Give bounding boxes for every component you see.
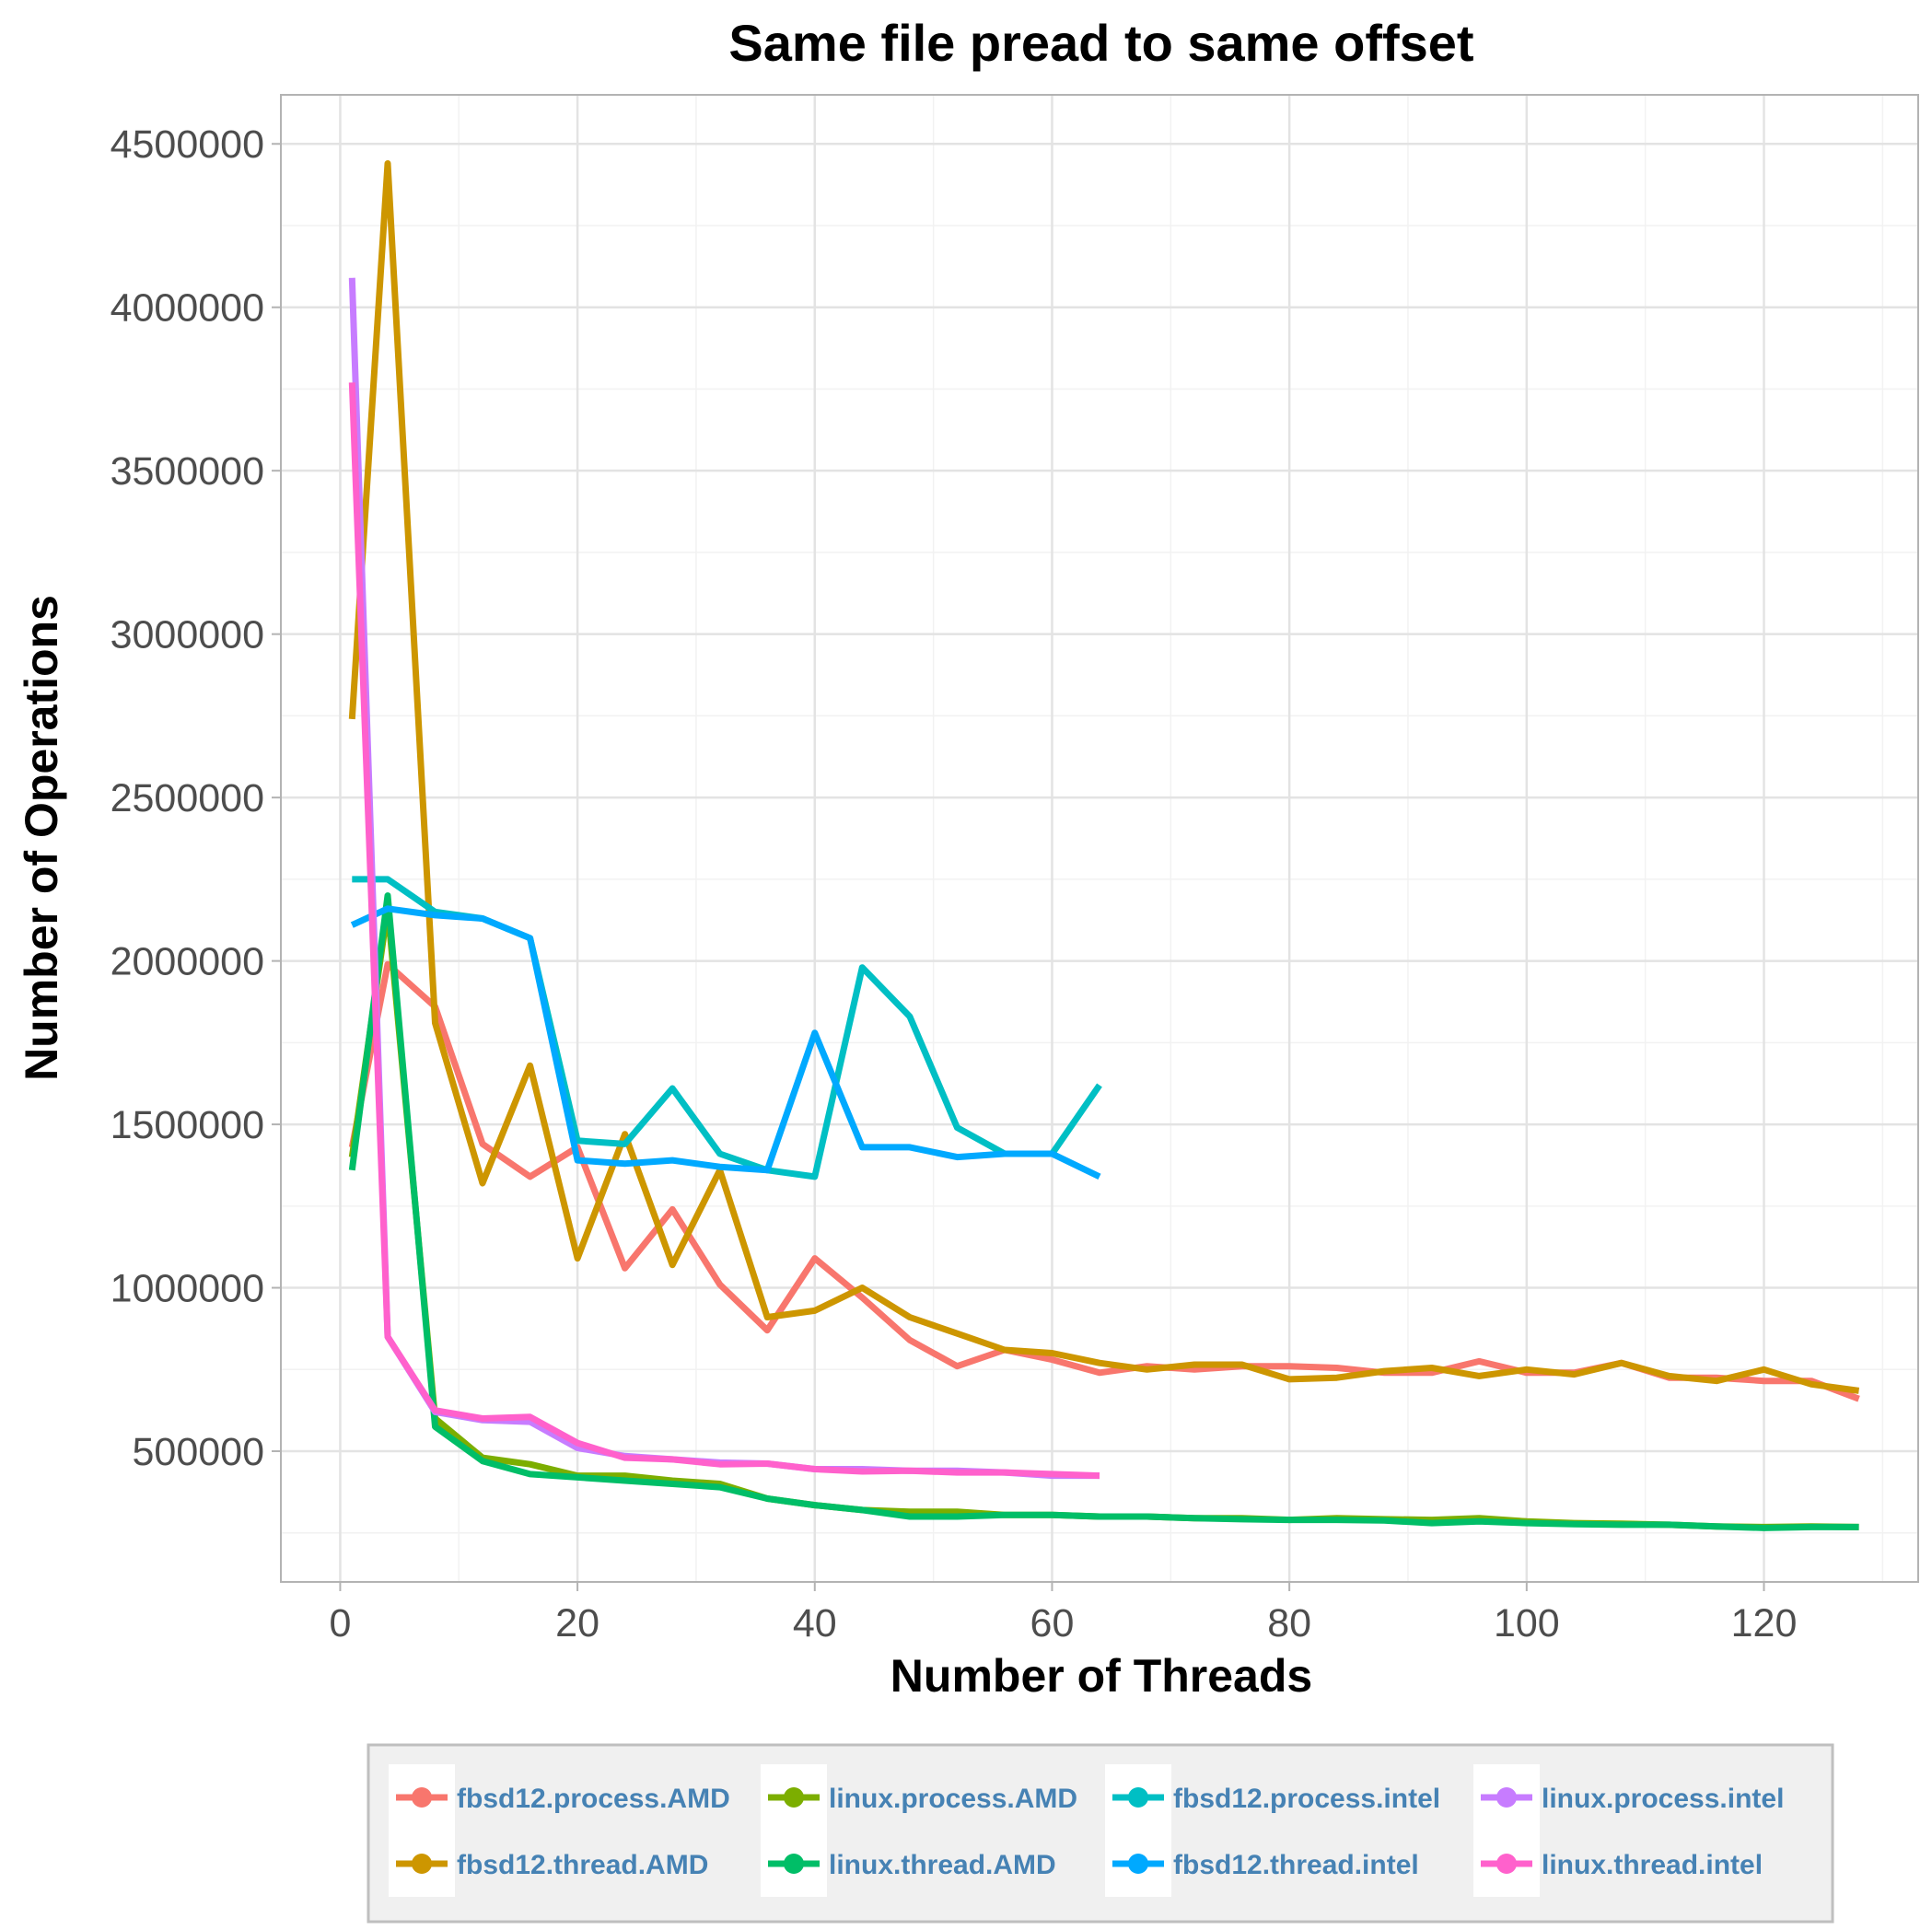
plot-border (280, 94, 1919, 1583)
y-tick-label: 2000000 (111, 940, 264, 984)
gridlines (281, 95, 1918, 1582)
x-tick-label: 20 (555, 1601, 599, 1645)
y-tick-label: 3000000 (111, 613, 264, 657)
legend-key-point (784, 1854, 804, 1874)
y-tick-label: 1000000 (111, 1267, 264, 1311)
legend-key-point (412, 1854, 432, 1874)
legend-label: fbsd12.thread.intel (1173, 1850, 1419, 1880)
legend-label: linux.process.intel (1542, 1784, 1784, 1814)
x-axis: 0 20 40 60 80 100 120 (329, 1582, 1797, 1645)
legend-label: fbsd12.thread.AMD (457, 1850, 708, 1880)
legend-item: linux.process.intel (1473, 1764, 1784, 1831)
legend-key-point (784, 1787, 804, 1808)
legend-box (367, 1743, 1834, 1924)
x-tick-label: 0 (329, 1601, 351, 1645)
legend-item: fbsd12.thread.AMD (389, 1831, 708, 1897)
y-axis-title: Number of Operations (16, 595, 67, 1081)
legend-label: fbsd12.process.intel (1173, 1784, 1440, 1814)
legend-item: fbsd12.process.intel (1105, 1764, 1440, 1831)
y-tick-label: 3500000 (111, 449, 264, 494)
legend-key-point (1496, 1854, 1517, 1874)
legend: fbsd12.process.AMD fbsd12.thread.AMD linux… (389, 1764, 1784, 1897)
series-line (348, 892, 1859, 1531)
x-tick-label: 40 (793, 1601, 837, 1645)
y-tick-label: 4000000 (111, 286, 264, 331)
series-line (348, 382, 1100, 1480)
series-line (350, 905, 1101, 1180)
y-axis: 500000 1000000 1500000 2000000 2500000 300000… (111, 122, 281, 1474)
y-tick-label: 1500000 (111, 1103, 264, 1147)
legend-item: fbsd12.process.AMD (389, 1764, 730, 1831)
series-line (348, 160, 1860, 1394)
y-tick-label: 4500000 (111, 122, 264, 167)
x-tick-label: 100 (1494, 1601, 1560, 1645)
legend-item: linux.thread.intel (1473, 1831, 1763, 1897)
legend-label: linux.thread.AMD (829, 1850, 1056, 1880)
x-tick-label: 60 (1030, 1601, 1075, 1645)
series-lines (348, 160, 1860, 1531)
legend-item: fbsd12.thread.intel (1105, 1831, 1419, 1897)
x-tick-label: 120 (1731, 1601, 1798, 1645)
y-tick-label: 500000 (133, 1430, 265, 1474)
legend-key-point (1496, 1787, 1517, 1808)
legend-label: linux.process.AMD (829, 1784, 1077, 1814)
x-tick-label: 80 (1267, 1601, 1311, 1645)
y-tick-label: 2500000 (111, 776, 264, 820)
legend-key-point (412, 1787, 432, 1808)
legend-item: linux.process.AMD (761, 1764, 1077, 1831)
chart-title: Same file pread to same offset (728, 14, 1473, 72)
plot-panel (281, 95, 1918, 1582)
legend-item: linux.thread.AMD (761, 1831, 1056, 1897)
legend-label: linux.thread.intel (1542, 1850, 1763, 1880)
legend-key-point (1128, 1787, 1148, 1808)
legend-key-point (1128, 1854, 1148, 1874)
x-axis-title: Number of Threads (890, 1650, 1312, 1702)
legend-label: fbsd12.process.AMD (457, 1784, 730, 1814)
